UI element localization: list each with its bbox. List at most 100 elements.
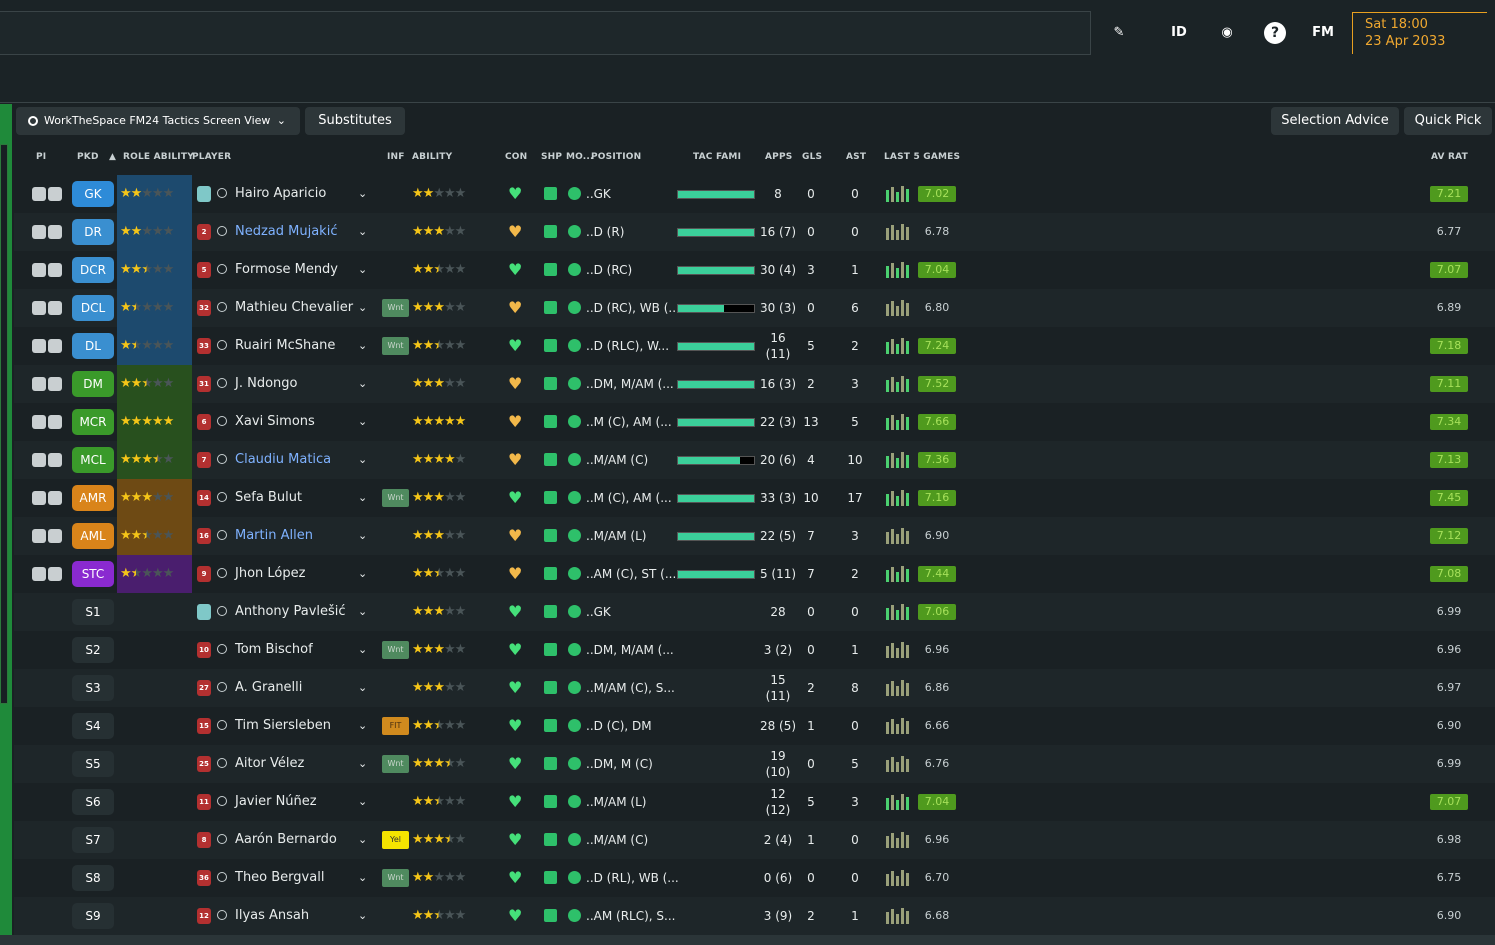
table-row[interactable]: S7 8 Aarón Bernardo ⌄ Yel ★★★★★ ♥ ..M/AM (C) 2 (… xyxy=(14,821,1495,859)
player-instructions-icon[interactable] xyxy=(32,187,64,201)
player-name[interactable]: Xavi Simons xyxy=(235,414,315,429)
header-pi[interactable]: PI xyxy=(36,152,47,162)
player-instructions-icon[interactable] xyxy=(32,377,64,391)
player-instructions-icon[interactable] xyxy=(32,225,64,239)
chevron-down-icon[interactable]: ⌄ xyxy=(358,377,368,390)
fm-icon[interactable]: FM xyxy=(1312,25,1334,40)
chevron-down-icon[interactable]: ⌄ xyxy=(358,263,368,276)
position-badge[interactable]: AML xyxy=(72,523,114,549)
help-icon[interactable]: ? xyxy=(1264,22,1286,44)
chevron-down-icon[interactable]: ⌄ xyxy=(358,757,368,770)
chevron-down-icon[interactable]: ⌄ xyxy=(358,301,368,314)
table-row[interactable]: S9 12 Ilyas Ansah ⌄ ★★★★★ ♥ ..AM (RLC), S... 3 … xyxy=(14,897,1495,935)
table-row[interactable]: S8 36 Theo Bergvall ⌄ Wnt ★★★★★ ♥ ..D (RL), WB … xyxy=(14,859,1495,897)
player-instructions-icon[interactable] xyxy=(32,529,64,543)
sub-slot-badge[interactable]: S1 xyxy=(72,599,114,625)
sub-slot-badge[interactable]: S4 xyxy=(72,713,114,739)
chevron-down-icon[interactable]: ⌄ xyxy=(358,833,368,846)
position-badge[interactable]: GK xyxy=(72,181,114,207)
table-row[interactable]: S4 15 Tim Siersleben ⌄ FIT ★★★★★ ♥ ..D (C), DM 2… xyxy=(14,707,1495,745)
player-instructions-icon[interactable] xyxy=(32,833,64,847)
player-instructions-icon[interactable] xyxy=(32,301,64,315)
selection-advice-button[interactable]: Selection Advice xyxy=(1271,107,1399,135)
table-row[interactable]: DL ★★★★★ 33 Ruairi McShane ⌄ Wnt ★★★★★ ♥ ..D (RL… xyxy=(14,327,1495,365)
sub-slot-badge[interactable]: S3 xyxy=(72,675,114,701)
player-instructions-icon[interactable] xyxy=(32,415,64,429)
player-instructions-icon[interactable] xyxy=(32,605,64,619)
pencil-icon[interactable]: ✎ xyxy=(1113,25,1125,40)
player-instructions-icon[interactable] xyxy=(32,339,64,353)
header-con[interactable]: CON xyxy=(505,152,528,162)
header-ast[interactable]: AST xyxy=(846,152,867,162)
header-inf[interactable]: INF xyxy=(387,152,405,162)
player-instructions-icon[interactable] xyxy=(32,681,64,695)
player-instructions-icon[interactable] xyxy=(32,643,64,657)
header-position[interactable]: POSITION xyxy=(591,152,642,162)
player-name[interactable]: Ilyas Ansah xyxy=(235,908,310,923)
chevron-down-icon[interactable]: ⌄ xyxy=(358,605,368,618)
sub-slot-badge[interactable]: S8 xyxy=(72,865,114,891)
chevron-down-icon[interactable]: ⌄ xyxy=(358,719,368,732)
header-mo[interactable]: MO... xyxy=(566,152,594,162)
player-instructions-icon[interactable] xyxy=(32,871,64,885)
sub-slot-badge[interactable]: S5 xyxy=(72,751,114,777)
chevron-down-icon[interactable]: ⌄ xyxy=(358,225,368,238)
header-gls[interactable]: GLS xyxy=(802,152,823,162)
player-instructions-icon[interactable] xyxy=(32,757,64,771)
player-name[interactable]: Theo Bergvall xyxy=(235,870,325,885)
position-badge[interactable]: DCL xyxy=(72,295,114,321)
player-name[interactable]: Hairo Aparicio xyxy=(235,186,327,201)
position-badge[interactable]: DCR xyxy=(72,257,114,283)
globe-icon[interactable]: ◉ xyxy=(1221,25,1233,40)
table-row[interactable]: STC ★★★★★ 9 Jhon López ⌄ ★★★★★ ♥ ..AM (C), ST (… xyxy=(14,555,1495,593)
player-instructions-icon[interactable] xyxy=(32,719,64,733)
player-name[interactable]: Ruairi McShane xyxy=(235,338,336,353)
player-name[interactable]: Mathieu Chevalier xyxy=(235,300,354,315)
header-apps[interactable]: APPS xyxy=(765,152,793,162)
player-instructions-icon[interactable] xyxy=(32,491,64,505)
sub-slot-badge[interactable]: S6 xyxy=(72,789,114,815)
position-badge[interactable]: MCL xyxy=(72,447,114,473)
chevron-down-icon[interactable]: ⌄ xyxy=(358,453,368,466)
table-row[interactable]: DCR ★★★★★ 5 Formose Mendy ⌄ ★★★★★ ♥ ..D (RC) 30 … xyxy=(14,251,1495,289)
left-panel-strip[interactable] xyxy=(0,104,12,945)
table-row[interactable]: S3 27 A. Granelli ⌄ ★★★★★ ♥ ..M/AM (C), S... 15… xyxy=(14,669,1495,707)
player-name[interactable]: Aarón Bernardo xyxy=(235,832,337,847)
view-selector-button[interactable]: WorkTheSpace FM24 Tactics Screen View ⌄ xyxy=(16,107,300,135)
player-name[interactable]: Martin Allen xyxy=(235,528,313,543)
substitutes-button[interactable]: Substitutes xyxy=(305,107,405,135)
id-icon[interactable]: ID xyxy=(1171,25,1187,40)
quick-pick-button[interactable]: Quick Pick xyxy=(1404,107,1492,135)
player-name[interactable]: Tom Bischof xyxy=(235,642,313,657)
player-name[interactable]: Jhon López xyxy=(235,566,306,581)
player-name[interactable]: Javier Núñez xyxy=(235,794,317,809)
player-name[interactable]: Tim Siersleben xyxy=(235,718,332,733)
header-ability[interactable]: ABILITY xyxy=(412,152,453,162)
player-name[interactable]: Claudiu Matica xyxy=(235,452,332,467)
header-pkd[interactable]: PKD xyxy=(77,152,99,162)
player-name[interactable]: A. Granelli xyxy=(235,680,303,695)
chevron-down-icon[interactable]: ⌄ xyxy=(358,681,368,694)
player-name[interactable]: Formose Mendy xyxy=(235,262,339,277)
chevron-down-icon[interactable]: ⌄ xyxy=(358,567,368,580)
search-input[interactable] xyxy=(0,11,1091,55)
game-date[interactable]: Sat 18:00 23 Apr 2033 xyxy=(1352,12,1487,54)
player-name[interactable]: J. Ndongo xyxy=(235,376,298,391)
chevron-down-icon[interactable]: ⌄ xyxy=(358,795,368,808)
chevron-down-icon[interactable]: ⌄ xyxy=(358,415,368,428)
table-row[interactable]: S5 25 Aitor Vélez ⌄ Wnt ★★★★★ ♥ ..DM, M (C) 19 (… xyxy=(14,745,1495,783)
table-row[interactable]: MCR ★★★★★ 6 Xavi Simons ⌄ ★★★★★ ♥ ..M (C), AM (… xyxy=(14,403,1495,441)
chevron-down-icon[interactable]: ⌄ xyxy=(358,643,368,656)
position-badge[interactable]: STC xyxy=(72,561,114,587)
header-player[interactable]: PLAYER xyxy=(192,152,232,162)
table-row[interactable]: GK ★★★★★ Hairo Aparicio ⌄ ★★★★★ ♥ ..GK 8 0 0 7.02 7… xyxy=(14,175,1495,213)
position-badge[interactable]: AMR xyxy=(72,485,114,511)
table-row[interactable]: DR ★★★★★ 2 Nedzad Mujakić ⌄ ★★★★★ ♥ ..D (R) 16 (… xyxy=(14,213,1495,251)
table-row[interactable]: MCL ★★★★★ 7 Claudiu Matica ⌄ ★★★★★ ♥ ..M/AM (C)… xyxy=(14,441,1495,479)
table-row[interactable]: S6 11 Javier Núñez ⌄ ★★★★★ ♥ ..M/AM (L) 12 (12)… xyxy=(14,783,1495,821)
position-badge[interactable]: MCR xyxy=(72,409,114,435)
player-name[interactable]: Nedzad Mujakić xyxy=(235,224,338,239)
player-name[interactable]: Aitor Vélez xyxy=(235,756,305,771)
chevron-down-icon[interactable]: ⌄ xyxy=(358,339,368,352)
player-instructions-icon[interactable] xyxy=(32,567,64,581)
